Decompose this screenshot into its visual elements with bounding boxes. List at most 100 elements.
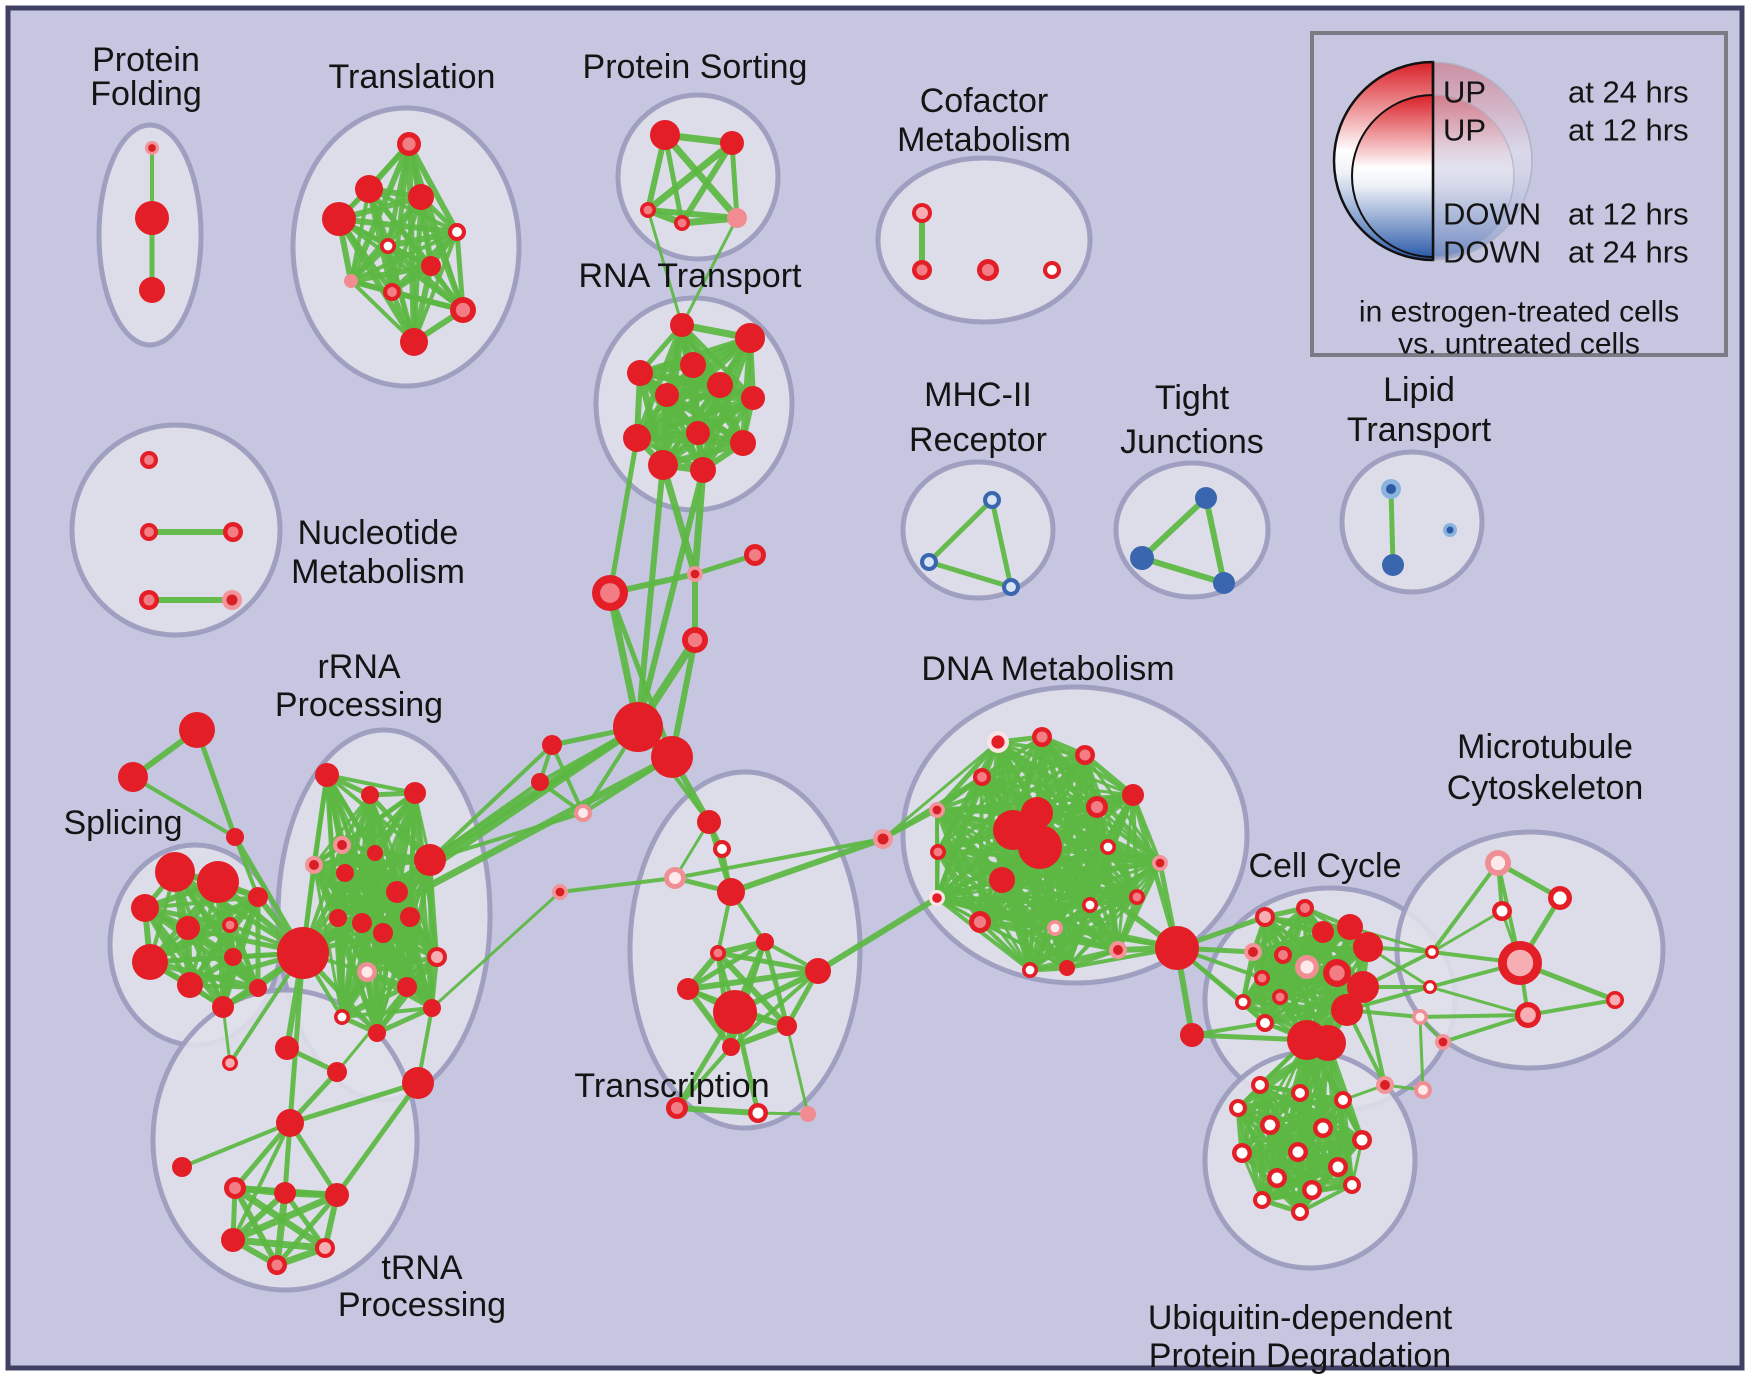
cluster-label-transcription: Transcription [574, 1067, 769, 1105]
network-node [1337, 914, 1363, 940]
network-node [989, 867, 1015, 893]
network-node [1274, 946, 1292, 964]
legend-down-12-keyword: DOWN [1443, 197, 1541, 232]
network-node [222, 917, 238, 933]
network-node [655, 383, 679, 407]
cluster-ellipse-tight-junctions [1113, 460, 1271, 600]
cluster-label-tight-junctions: Tight [1155, 379, 1230, 417]
network-node [1443, 523, 1457, 537]
network-node [1423, 980, 1437, 994]
network-node [427, 947, 447, 967]
network-node [221, 1228, 245, 1252]
network-node [1343, 1176, 1361, 1194]
network-node [1435, 1034, 1451, 1050]
network-node [873, 829, 893, 849]
network-node [1130, 546, 1154, 570]
network-node [1213, 572, 1235, 594]
network-node [373, 923, 393, 943]
network-node [274, 1182, 296, 1204]
network-node [1059, 960, 1075, 976]
network-node [397, 977, 417, 997]
cluster-label-lipid-transport: Transport [1347, 411, 1492, 449]
cluster-label-trna-processing: tRNA [381, 1249, 463, 1287]
network-node [929, 802, 945, 818]
cluster-label-protein-folding: Folding [90, 75, 202, 113]
legend-caption-line1: in estrogen-treated cells [1359, 296, 1679, 329]
network-node [690, 457, 716, 483]
network-node [140, 523, 158, 541]
network-node [741, 386, 765, 410]
cluster-ellipse-transcription [627, 769, 863, 1131]
network-node [1255, 907, 1275, 927]
legend-inner-circle-right-icon [1432, 94, 1515, 258]
network-node [325, 1183, 349, 1207]
network-node [666, 1097, 688, 1119]
network-node [1323, 959, 1351, 987]
network-node [670, 313, 694, 337]
cluster-ellipse-lipid-transport [1339, 449, 1485, 595]
cluster-label-rrna-processing: Processing [275, 686, 443, 724]
legend-inner-circle-left-icon [1351, 93, 1434, 259]
network-node [920, 553, 938, 571]
cluster-label-cell-cycle: Cell Cycle [1248, 847, 1401, 885]
network-node [720, 131, 744, 155]
network-node [912, 203, 932, 223]
network-node [1180, 1023, 1204, 1047]
network-node [226, 828, 244, 846]
network-node [1492, 901, 1512, 921]
network-node [414, 844, 446, 876]
network-node [735, 323, 765, 353]
network-node [717, 878, 745, 906]
network-node [224, 948, 242, 966]
network-node [1313, 1118, 1333, 1138]
cluster-label-rna-transport: RNA Transport [579, 257, 803, 295]
network-node [1235, 994, 1251, 1010]
network-node [1331, 994, 1363, 1026]
network-node [448, 223, 466, 241]
network-node [1260, 1115, 1280, 1135]
network-node [592, 575, 628, 611]
network-node [1353, 932, 1383, 962]
network-node [145, 141, 159, 155]
network-node [224, 1177, 246, 1199]
network-node [664, 867, 686, 889]
network-node [1122, 784, 1144, 806]
network-node [131, 894, 159, 922]
network-node [1155, 926, 1199, 970]
network-node [172, 1157, 192, 1177]
network-node [408, 184, 434, 210]
network-node [623, 424, 651, 452]
network-node [277, 927, 329, 979]
network-node [402, 1067, 434, 1099]
legend-up-12-keyword: UP [1443, 113, 1486, 148]
network-node [1498, 941, 1542, 985]
network-node [800, 1106, 816, 1122]
cluster-label-dna-metabolism: DNA Metabolism [921, 650, 1174, 688]
network-node [1295, 955, 1319, 979]
network-node [368, 1024, 386, 1042]
legend-up-24-keyword: UP [1443, 75, 1486, 110]
network-node [651, 736, 693, 778]
network-node [713, 840, 731, 858]
network-node [1232, 1143, 1252, 1163]
network-node [756, 933, 774, 951]
network-node [674, 215, 690, 231]
legend-up-24-time: at 24 hrs [1568, 75, 1689, 110]
network-node [1152, 855, 1168, 871]
network-node [1414, 1081, 1432, 1099]
network-node [132, 944, 168, 980]
network-node [748, 1103, 768, 1123]
network-node [697, 810, 721, 834]
legend-up-12-time: at 12 hrs [1568, 113, 1689, 148]
network-node [352, 913, 372, 933]
network-node [680, 352, 706, 378]
network-node [357, 962, 377, 982]
network-node [1229, 1099, 1247, 1117]
network-node [315, 1238, 335, 1258]
cluster-label-splicing: Splicing [63, 804, 182, 842]
network-node [333, 836, 351, 854]
network-node [315, 763, 339, 787]
network-node [686, 421, 710, 445]
network-node [423, 999, 441, 1017]
